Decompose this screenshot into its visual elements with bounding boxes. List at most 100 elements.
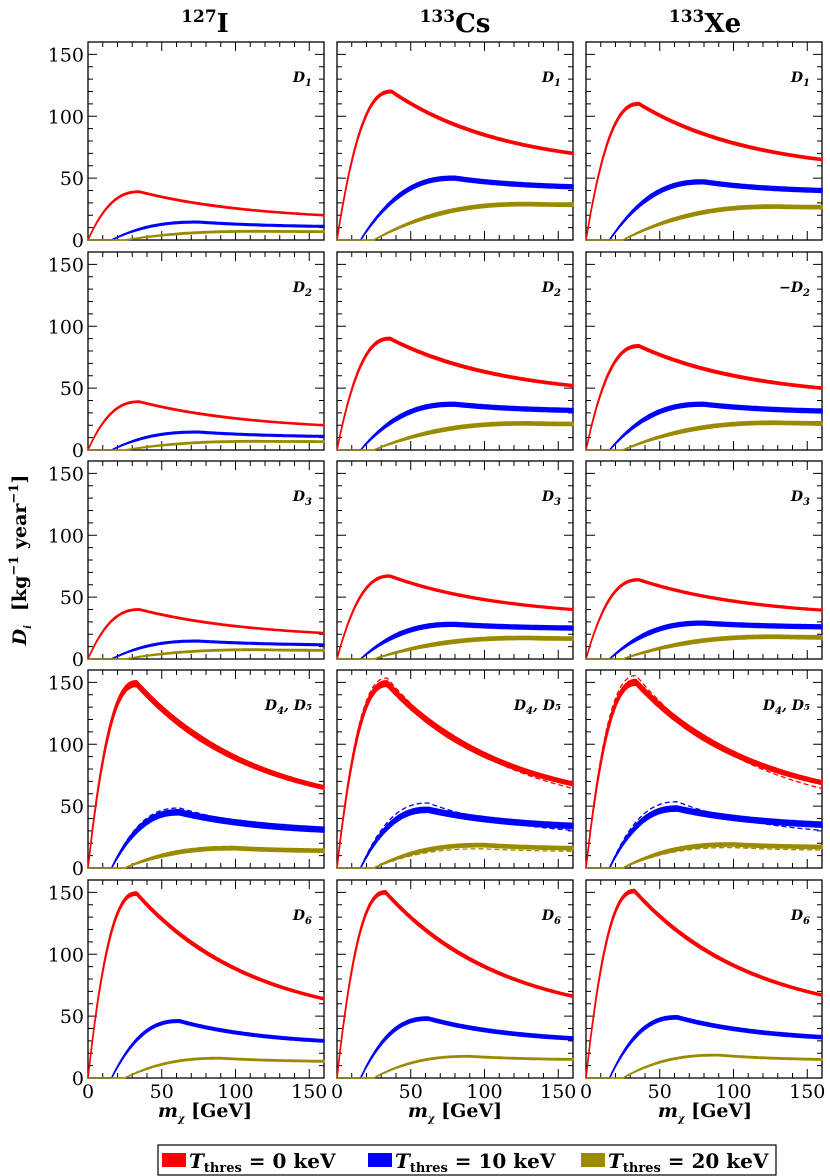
column-title-cesium: 133Cs [420,7,491,39]
panel-label-sub: 4 [526,706,533,717]
panel-label-symbol: D [541,70,555,86]
x-axis-label-col0: mχ [GeV] [158,1100,252,1125]
y-tick-label: 150 [48,882,84,904]
panel-label-symbol: D [292,70,306,86]
x-axis-sub: χ [427,1114,436,1125]
legend-text: = 0 keV [242,1149,336,1173]
series-band [336,421,574,451]
column-mass: 133 [420,7,456,27]
y-axis-symbol: D [9,628,31,646]
y-tick-label: 100 [48,525,84,547]
legend-var: T [189,1149,206,1173]
column-title-xenon: 133Xe [669,7,741,39]
panel-label-symbol: D [292,908,306,924]
panel-frame [87,460,325,660]
series-band [585,101,823,241]
series-band [87,400,325,451]
series-band [87,430,325,451]
x-tick-label: 100 [466,1081,502,1103]
y-tick-label: 100 [48,106,84,128]
legend-swatch-0 [162,1153,186,1167]
panel-0-0: 0 50 100 150 D1 [48,41,325,252]
series-band [336,89,574,241]
series-band [336,401,574,451]
panel-label-symbol: D [541,908,555,924]
legend-label-2: Tthres = 20 keV [608,1149,769,1176]
panel-label-sub: 3 [803,497,810,508]
panel-0-1: D1 [336,41,574,241]
series-band [87,891,325,1079]
panel-4-2: 0 50 100 150 D6 [580,879,825,1103]
column-element: Cs [455,9,490,39]
series-band [585,344,823,451]
legend-item-0: Tthres = 0 keV [162,1149,336,1176]
legend-label-0: Tthres = 0 keV [189,1149,336,1176]
panel-frame [87,251,325,451]
panel-label-sub: 3 [305,497,312,508]
panel-frame [336,251,574,451]
panel-frame [336,41,574,241]
legend-item-2: Tthres = 20 keV [581,1149,769,1176]
series-band [87,190,325,241]
x-tick-label: 0 [580,1081,592,1103]
series-line-dashed [586,846,823,869]
panel-0-2: D1 [585,41,823,241]
panel-label: D4, D₅ [264,698,312,717]
legend-var: T [608,1149,625,1173]
series-band [87,1056,325,1079]
y-tick-label: 0 [72,230,84,252]
panel-label-symbol: D [541,280,555,296]
x-axis-sub: χ [177,1114,186,1125]
panel-label-sub: 1 [305,78,312,89]
panel-frame [585,879,823,1079]
panel-4-0: 0 50 100 150 0 50 100 150 D6 [48,879,327,1103]
y-tick-label: 100 [48,316,84,338]
y-tick-label: 150 [48,672,84,694]
panel-label-symbol: D [541,489,555,505]
panel-label: D4, D₅ [513,698,561,717]
series-band [585,1053,823,1079]
y-tick-label: 100 [48,734,84,756]
series-line-dashed [585,674,823,869]
y-axis-label: Di[kg−1 year−1] [7,475,34,647]
y-tick-label: 50 [60,796,84,818]
x-axis-unit: [GeV] [185,1100,253,1122]
y-tick-label: 50 [60,587,84,609]
series-band [336,1016,574,1079]
panel-1-1: D2 [336,251,574,451]
legend-label-1: Tthres = 10 keV [395,1149,556,1176]
series-band [336,842,574,869]
panel-frame [336,879,574,1079]
y-tick-label: 150 [48,463,84,485]
x-tick-label: 50 [399,1081,423,1103]
x-tick-label: 150 [789,1081,825,1103]
series-line-dashed [586,801,823,869]
series-line-dashed [337,848,573,869]
series-band [336,806,574,869]
series-line-dashed [88,807,325,869]
panel-frame [585,460,823,660]
panel-label-symbol: D [292,489,306,505]
panel-label: D6 [790,908,810,927]
panel-label-prefix: − [779,280,791,296]
panel-4-1: 0 50 100 150 D6 [331,879,576,1103]
x-axis-labels: mχ [GeV] mχ [GeV] mχ [GeV] [158,1100,752,1125]
panel-label-sub: 6 [554,916,561,927]
panel-label-symbol: D [790,70,804,86]
y-tick-label: 0 [72,858,84,880]
panel-label: D1 [541,70,561,89]
x-axis-symbol: m [408,1100,428,1122]
x-tick-label: 50 [648,1081,672,1103]
panel-2-1: D3 [336,460,574,660]
series-band [585,888,823,1079]
series-band [585,805,823,869]
column-element: I [217,9,229,39]
panel-label-sub: 4 [277,706,284,717]
x-axis-symbol: m [658,1100,678,1122]
panel-label-sub: 4 [775,706,782,717]
legend-sub: thres [410,1161,448,1176]
panel-label-sub: 6 [803,916,810,927]
x-tick-label: 150 [291,1081,327,1103]
y-axis-exp1: −1 [7,556,22,576]
series-band [585,401,823,451]
